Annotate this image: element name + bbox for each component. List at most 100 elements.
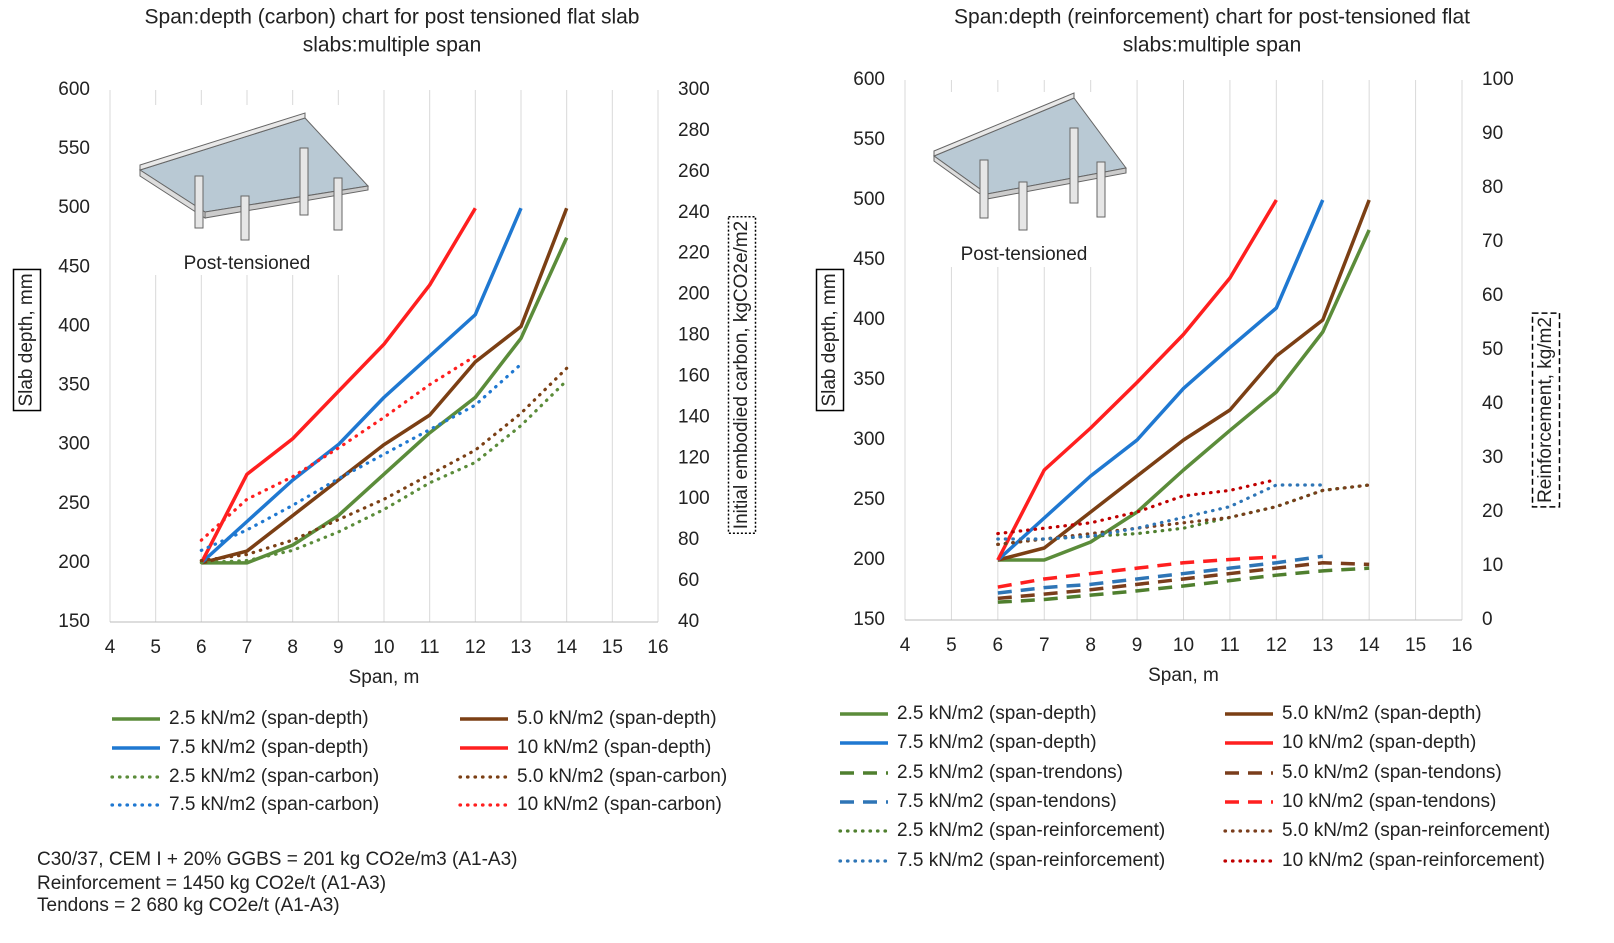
series-line [199, 362, 523, 552]
x-tick-label: 12 [465, 637, 486, 658]
y-tick-label: 500 [853, 189, 885, 210]
legend-label: 5.0 kN/m2 (span-tendons) [1282, 762, 1502, 783]
legend-label: 10 kN/m2 (span-depth) [1282, 732, 1476, 753]
x-tick-label: 13 [1312, 635, 1333, 656]
y2-tick-label: 70 [1482, 231, 1503, 252]
x-tick-label: 11 [420, 637, 440, 658]
y-tick-label: 500 [58, 197, 90, 218]
series-line [997, 229, 1371, 562]
y-tick-label: 400 [853, 309, 885, 330]
chart-title: slabs:multiple span [303, 34, 482, 57]
y-tick-label: 450 [853, 249, 885, 270]
inset-label: Post-tensioned [184, 253, 311, 274]
legend-label: 7.5 kN/m2 (span-depth) [897, 732, 1097, 753]
y2-tick-label: 40 [1482, 393, 1503, 414]
y-tick-label: 450 [58, 256, 90, 277]
y2-axis-title-box [727, 216, 757, 534]
x-tick-label: 6 [196, 637, 207, 658]
y-axis-title-box [12, 268, 42, 412]
insets: Post-tensioned Post-tensioned [125, 92, 1135, 275]
y2-tick-label: 80 [678, 529, 699, 550]
note: C30/37, CEM I + 20% GGBS = 201 kg CO2e/m… [37, 849, 518, 870]
y2-tick-label: 160 [678, 365, 710, 386]
series-line [200, 207, 523, 565]
slab-icon [932, 92, 1127, 231]
legend-label: 5.0 kN/m2 (span-depth) [517, 708, 717, 729]
x-tick-label: 16 [647, 637, 668, 658]
note: Tendons = 2 680 kg CO2e/t (A1-A3) [37, 895, 340, 916]
slab-icon [138, 112, 370, 241]
x-tick-label: 9 [1132, 635, 1143, 656]
y2-tick-label: 260 [678, 161, 710, 182]
x-tick-label: 5 [946, 635, 957, 656]
y2-tick-label: 100 [1482, 69, 1514, 90]
series-line [997, 555, 1277, 589]
y2-tick-label: 50 [1482, 339, 1503, 360]
y-tick-label: 550 [853, 129, 885, 150]
legend-label: 5.0 kN/m2 (span-carbon) [517, 766, 727, 787]
x-axis-title: Span, m [1148, 665, 1219, 686]
y2-tick-label: 280 [678, 120, 710, 141]
chart-title: Span:depth (reinforcement) chart for pos… [954, 6, 1470, 29]
series-line [997, 561, 1370, 601]
y-tick-label: 150 [853, 609, 885, 630]
y2-tick-label: 100 [678, 488, 710, 509]
x-axis-title: Span, m [349, 667, 420, 688]
x-tick-label: 7 [1039, 635, 1050, 656]
y-axis-title-box [815, 268, 845, 412]
y2-tick-label: 300 [678, 79, 710, 100]
y2-tick-label: 80 [1482, 177, 1503, 198]
x-tick-label: 14 [1359, 635, 1381, 656]
legend-label: 5.0 kN/m2 (span-reinforcement) [1282, 820, 1550, 841]
legend-label: 7.5 kN/m2 (span-carbon) [169, 794, 379, 815]
chart-title: slabs:multiple span [1123, 34, 1302, 57]
y-tick-label: 150 [58, 611, 90, 632]
x-tick-label: 15 [1405, 635, 1426, 656]
y-tick-label: 600 [853, 69, 885, 90]
legend-label: 10 kN/m2 (span-carbon) [517, 794, 722, 815]
legend-label: 10 kN/m2 (span-reinforcement) [1282, 850, 1545, 871]
y-tick-label: 400 [58, 315, 90, 336]
x-tick-label: 4 [105, 637, 116, 658]
x-tick-label: 8 [287, 637, 298, 658]
y2-axis-title-box [1531, 312, 1561, 508]
series-line [997, 554, 1323, 595]
series-line [199, 378, 569, 565]
y2-tick-label: 60 [678, 570, 699, 591]
series-line [997, 199, 1371, 562]
series-line [200, 207, 569, 565]
x-tick-label: 16 [1451, 635, 1472, 656]
series-line [199, 366, 569, 563]
series-line [997, 566, 1370, 604]
y-tick-label: 550 [58, 138, 90, 159]
y-axis-title: Slab depth, mm [819, 273, 840, 406]
legend-label: 2.5 kN/m2 (span-trendons) [897, 762, 1123, 783]
x-tick-label: 15 [602, 637, 623, 658]
y2-tick-label: 200 [678, 284, 710, 305]
x-tick-label: 14 [556, 637, 578, 658]
chart-left: 4 5 6 7 8 9 10 11 12 13 14 15 16 150 200 250 300 350 400 45… [12, 79, 757, 815]
x-tick-label: 9 [333, 637, 344, 658]
x-tick-label: 10 [1173, 635, 1194, 656]
y2-tick-label: 60 [1482, 285, 1503, 306]
series-line [996, 199, 1325, 562]
legend-label: 10 kN/m2 (span-tendons) [1282, 791, 1496, 812]
legend-label: 2.5 kN/m2 (span-reinforcement) [897, 820, 1165, 841]
legend-label: 2.5 kN/m2 (span-depth) [169, 708, 369, 729]
x-tick-label: 13 [510, 637, 531, 658]
series-line [996, 478, 1278, 536]
y-tick-label: 300 [58, 434, 90, 455]
y2-tick-label: 240 [678, 202, 710, 223]
y2-tick-label: 90 [1482, 123, 1503, 144]
y-tick-label: 600 [58, 79, 90, 100]
y2-tick-label: 30 [1482, 447, 1503, 468]
series-line [996, 483, 1371, 546]
legend-label: 2.5 kN/m2 (span-depth) [897, 703, 1097, 724]
y-tick-label: 200 [853, 549, 885, 570]
inset-label: Post-tensioned [961, 244, 1088, 265]
y2-tick-label: 220 [678, 243, 710, 264]
y2-tick-label: 10 [1482, 555, 1503, 576]
x-tick-label: 10 [373, 637, 394, 658]
y-tick-label: 350 [853, 369, 885, 390]
series-line [996, 199, 1278, 561]
